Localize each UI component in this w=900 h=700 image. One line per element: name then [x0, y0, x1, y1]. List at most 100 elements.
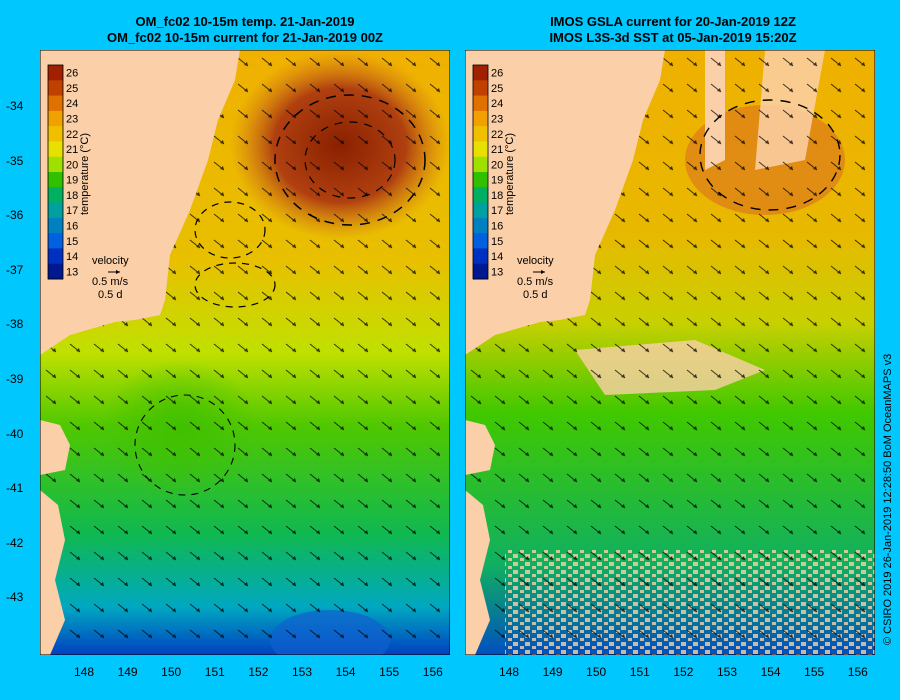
colorbar-tick: 16: [66, 221, 78, 233]
colorbar-swatch: [473, 233, 488, 249]
colorbar-tick: 26: [491, 68, 503, 80]
longitude-label: 156: [847, 665, 868, 679]
longitude-label: 153: [291, 665, 313, 679]
right-land-tasmania: [465, 490, 490, 655]
longitude-label: 148: [73, 665, 95, 679]
colorbar-tick: 20: [491, 159, 503, 171]
colorbar-swatch: [473, 263, 488, 280]
colorbar-tick: 14: [491, 251, 503, 263]
colorbar-tick: 21: [66, 144, 78, 156]
colorbar-swatch: [473, 187, 488, 204]
longitude-label: 152: [248, 665, 269, 679]
right-land-mainland: [465, 50, 665, 355]
colorbar-tick: 17: [66, 205, 78, 217]
longitude-label: 155: [379, 665, 400, 679]
colorbar-tick: 23: [66, 114, 78, 126]
latitude-label: -42: [6, 535, 24, 550]
colorbar-swatch: [473, 156, 488, 173]
colorbar-swatch: [48, 217, 63, 234]
left-small-eddy-2: [194, 262, 276, 308]
left-eddy-ring-outer: [274, 94, 426, 226]
colorbar-tick: 25: [491, 83, 503, 95]
colorbar-swatch: [473, 110, 488, 127]
left-title-line1: OM_fc02 10-15m temp. 21-Jan-2019: [135, 14, 355, 29]
colorbar-tick: 22: [491, 129, 503, 141]
colorbar-swatch: [48, 263, 63, 280]
colorbar-swatch: [48, 95, 63, 112]
left-velocity-speed: 0.5 m/s: [92, 276, 129, 288]
latitude-label: -38: [6, 317, 24, 332]
left-small-eddy: [194, 201, 266, 259]
longitude-label: 148: [498, 665, 520, 679]
colorbar-swatch: [48, 187, 63, 204]
colorbar-tick: 24: [66, 98, 78, 110]
longitude-label: 150: [586, 665, 607, 679]
right-colorbar-label: temperature (°C): [504, 133, 516, 215]
colorbar-tick: 13: [491, 266, 503, 278]
latitude-label: -41: [6, 481, 24, 496]
left-cold-eddy-ring: [134, 394, 236, 496]
longitude-label: 150: [161, 665, 182, 679]
left-eddy-ring-inner: [304, 121, 396, 199]
colorbar-swatch: [473, 65, 488, 81]
latitude-label: -43: [6, 590, 24, 605]
colorbar-swatch: [48, 233, 63, 249]
longitude-label: 149: [542, 665, 563, 679]
left-title-line2: OM_fc02 10-15m current for 21-Jan-2019 0…: [106, 30, 383, 45]
longitude-label: 149: [117, 665, 138, 679]
longitude-label: 151: [629, 665, 650, 679]
right-map-svg: 26 25 24 23 22 21 20 19 18 17 16 15 14 13 temperature…: [465, 50, 875, 655]
left-land-tasmania: [40, 490, 65, 655]
colorbar-swatch: [473, 141, 488, 158]
colorbar-swatch: [473, 217, 488, 234]
colorbar-tick: 19: [491, 175, 503, 187]
longitude-label: 151: [204, 665, 225, 679]
colorbar-swatch: [48, 156, 63, 173]
left-map-panel: 26 25 24 23 22 21 20 19 18 17 16 15 14 13 temperature…: [40, 50, 450, 655]
colorbar-tick: 18: [66, 190, 78, 202]
latitude-label: -34: [6, 99, 24, 113]
colorbar-tick: 24: [491, 98, 503, 110]
left-map-svg: 26 25 24 23 22 21 20 19 18 17 16 15 14 13 temperature…: [40, 50, 450, 655]
longitude-label: 154: [760, 665, 781, 679]
right-map-panel: 26 25 24 23 22 21 20 19 18 17 16 15 14 13 temperature…: [465, 50, 875, 655]
right-velocity-duration: 0.5 d: [523, 289, 547, 301]
colorbar-tick: 20: [66, 159, 78, 171]
left-velocity-duration: 0.5 d: [98, 289, 122, 301]
right-velocity-title: velocity: [517, 255, 554, 267]
colorbar-swatch: [48, 65, 63, 81]
latitude-label: -35: [6, 153, 24, 168]
colorbar-swatch: [473, 126, 488, 142]
colorbar-tick: 26: [66, 68, 78, 80]
colorbar-swatch: [48, 110, 63, 127]
colorbar-swatch: [473, 172, 488, 188]
colorbar-tick: 14: [66, 251, 78, 263]
colorbar-tick: 18: [491, 190, 503, 202]
latitude-label: -40: [6, 426, 24, 441]
colorbar-tick: 19: [66, 175, 78, 187]
latitude-label: -37: [6, 262, 24, 277]
colorbar-swatch: [48, 202, 63, 219]
right-velocity-speed: 0.5 m/s: [517, 276, 554, 288]
left-velocity-title: velocity: [92, 255, 129, 267]
longitude-label: 155: [804, 665, 825, 679]
right-land-island: [465, 420, 495, 475]
colorbar-tick: 16: [491, 221, 503, 233]
left-land-mainland: [40, 50, 240, 355]
colorbar-tick: 15: [491, 236, 503, 248]
longitude-label: 152: [673, 665, 694, 679]
colorbar-swatch: [48, 80, 63, 97]
colorbar-swatch: [473, 248, 488, 265]
right-eddy-ring: [699, 99, 841, 211]
latitude-label: -36: [6, 208, 24, 223]
right-title-line1: IMOS GSLA current for 20-Jan-2019 12Z: [550, 14, 796, 29]
right-panel-title: IMOS GSLA current for 20-Jan-2019 12Z IM…: [468, 14, 878, 46]
longitude-label: 156: [422, 665, 443, 679]
right-velocity-key: velocity 0.5 m/s 0.5 d: [517, 255, 554, 301]
colorbar-swatch: [473, 80, 488, 97]
right-colorbar: 26 25 24 23 22 21 20 19 18 17 16 15 14 13 temperature…: [472, 64, 516, 280]
longitude-label: 153: [716, 665, 738, 679]
left-colorbar: 26 25 24 23 22 21 20 19 18 17 16 15 14 13 temperature…: [47, 64, 91, 280]
footer-credit: © CSIRO 2019 26-Jan-2019 12:28:50 BoM Oc…: [882, 353, 894, 645]
left-panel-title: OM_fc02 10-15m temp. 21-Jan-2019 OM_fc02…: [40, 14, 450, 46]
